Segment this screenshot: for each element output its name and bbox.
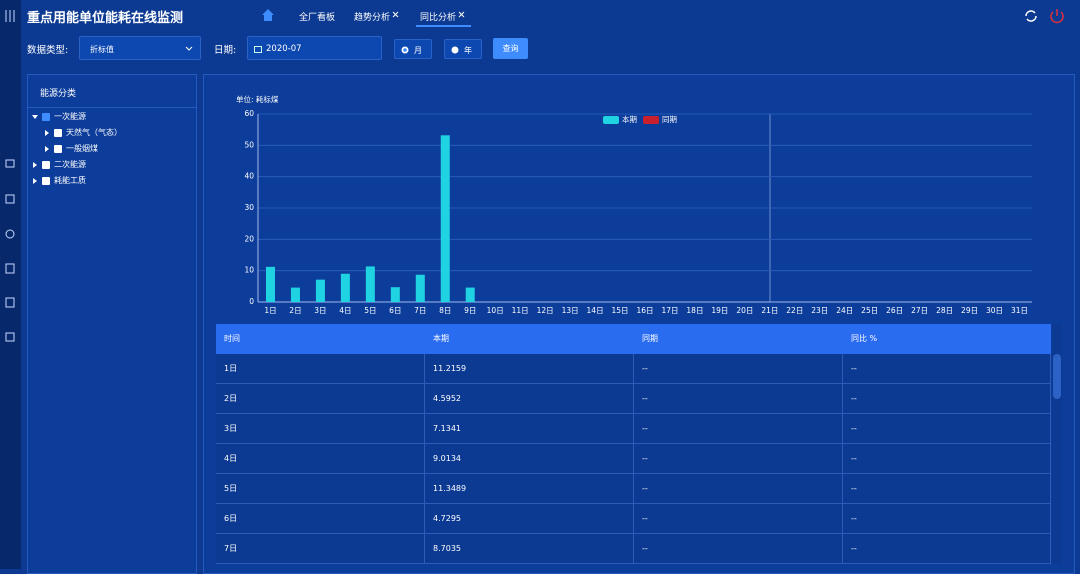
- checkbox[interactable]: [54, 128, 62, 137]
- table-row: 2日 4.5952 -- --: [216, 384, 1051, 414]
- calendar-icon: [254, 46, 262, 53]
- filter-label: 数据类型:: [27, 45, 69, 56]
- tab-close[interactable]: [392, 11, 399, 18]
- table-cell: --: [634, 414, 843, 444]
- table-row: 6日 4.7295 -- --: [216, 504, 1051, 534]
- table-cell: --: [634, 534, 843, 564]
- checkbox[interactable]: [42, 160, 50, 169]
- table-cell: --: [634, 384, 843, 414]
- radio-label: 年: [464, 46, 472, 55]
- expand[interactable]: [45, 129, 49, 136]
- select-value: 折标值: [90, 45, 114, 54]
- table-row: 3日 7.1341 -- --: [216, 414, 1051, 444]
- table-cell: 11.2159: [425, 354, 634, 384]
- node-label: 二次能源: [54, 160, 86, 169]
- table-cell: 5日: [216, 474, 425, 504]
- table-header: 时间 本期 同期 同比 %: [216, 324, 1051, 354]
- table-cell: 4.7295: [425, 504, 634, 534]
- table-cell: 7日: [216, 534, 425, 564]
- table-cell: --: [634, 444, 843, 474]
- tab[interactable]: 趋势分析: [354, 13, 391, 23]
- expand[interactable]: [33, 161, 37, 168]
- type-select[interactable]: 折标值: [79, 36, 201, 60]
- radio-month[interactable]: 月: [394, 39, 432, 59]
- expand[interactable]: [32, 114, 38, 119]
- radio-label: 月: [414, 46, 422, 55]
- table-cell: 2日: [216, 384, 425, 414]
- table-cell: 11.3489: [425, 474, 634, 504]
- table-cell: 3日: [216, 414, 425, 444]
- node-label: 耗能工质: [54, 176, 86, 185]
- radio-dot: [401, 46, 409, 54]
- checkbox[interactable]: [54, 144, 62, 153]
- table-cell: --: [843, 354, 1051, 384]
- tree-node[interactable]: 一般烟煤: [45, 143, 98, 154]
- table-cell: --: [634, 354, 843, 384]
- scrollbar[interactable]: [1052, 324, 1062, 564]
- sidebar: [0, 0, 21, 569]
- tree-node[interactable]: 耗能工质: [33, 175, 86, 186]
- tree-title: 能源分类: [40, 89, 77, 99]
- table-cell: --: [843, 534, 1051, 564]
- checkbox[interactable]: [42, 112, 50, 121]
- filter-label: 日期:: [214, 45, 237, 56]
- top-icons[interactable]: [1022, 7, 1072, 25]
- date-input[interactable]: 2020-07: [247, 36, 382, 60]
- node-label: 一般烟煤: [66, 144, 98, 153]
- tree-panel: 能源分类 一次能源 天然气（气态） 一般烟煤 二次能源 耗能工质: [27, 74, 197, 574]
- table-cell: 4日: [216, 444, 425, 474]
- divider: [28, 107, 196, 108]
- caret: [185, 46, 193, 51]
- tab-underline: [416, 25, 471, 27]
- table-cell: --: [843, 444, 1051, 474]
- tree-node[interactable]: 天然气（气态）: [45, 127, 122, 138]
- node-label: 天然气（气态）: [66, 128, 122, 137]
- expand[interactable]: [45, 145, 49, 152]
- table-cell: --: [843, 384, 1051, 414]
- radio-year[interactable]: 年: [444, 39, 482, 59]
- tree-node[interactable]: 一次能源: [32, 111, 86, 122]
- tree-node[interactable]: 二次能源: [33, 159, 86, 170]
- scroll-thumb[interactable]: [1053, 354, 1061, 399]
- table-cell: --: [843, 414, 1051, 444]
- table-cell: 6日: [216, 504, 425, 534]
- query-button[interactable]: 查询: [493, 38, 528, 59]
- table-cell: --: [843, 474, 1051, 504]
- sidebar-icons: [5, 10, 15, 342]
- checkbox[interactable]: [42, 176, 50, 185]
- node-label: 一次能源: [54, 112, 86, 121]
- date-value: 2020-07: [266, 44, 302, 54]
- radio-dot: [451, 46, 459, 54]
- header-cell: 时间: [224, 334, 240, 343]
- app-title: 重点用能单位能耗在线监测: [27, 11, 184, 26]
- tab[interactable]: 全厂看板: [299, 13, 336, 23]
- table-cell: 7.1341: [425, 414, 634, 444]
- header-cell: 本期: [433, 334, 449, 343]
- table-cell: --: [843, 504, 1051, 534]
- tab-active[interactable]: 同比分析: [420, 13, 457, 23]
- tab-close[interactable]: [458, 11, 465, 18]
- table-cell: --: [634, 474, 843, 504]
- table-row: 5日 11.3489 -- --: [216, 474, 1051, 504]
- table-row: 4日 9.0134 -- --: [216, 444, 1051, 474]
- table-row: 1日 11.2159 -- --: [216, 354, 1051, 384]
- header-cell: 同比 %: [851, 334, 878, 343]
- table-cell: 1日: [216, 354, 425, 384]
- home-icon[interactable]: [261, 8, 275, 22]
- expand[interactable]: [33, 177, 37, 184]
- table-cell: 9.0134: [425, 444, 634, 474]
- table-cell: 8.7035: [425, 534, 634, 564]
- table-cell: 4.5952: [425, 384, 634, 414]
- header-cell: 同期: [642, 334, 658, 343]
- table-cell: --: [634, 504, 843, 534]
- table-row: 7日 8.7035 -- --: [216, 534, 1051, 564]
